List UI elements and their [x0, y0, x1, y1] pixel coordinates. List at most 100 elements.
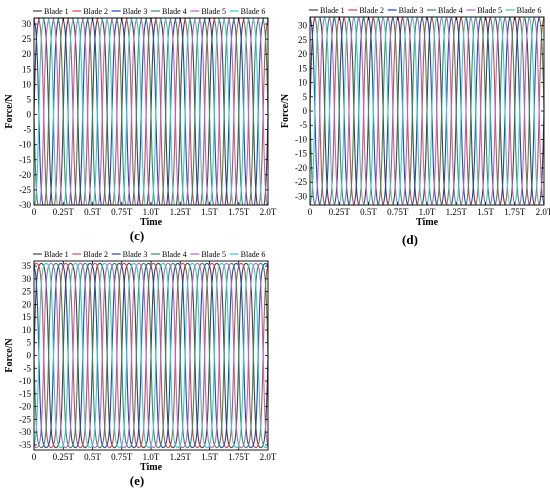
x-tick-label: 0.5T: [84, 207, 101, 217]
x-tick-label: 0.5T: [84, 452, 101, 462]
x-tick-label: 1.75T: [504, 207, 526, 217]
panel-caption: (e): [130, 473, 144, 488]
panel-caption: (c): [130, 228, 144, 243]
legend-label: Blade 5: [201, 250, 226, 259]
y-tick-label: 15: [22, 312, 32, 322]
legend-item: Blade 4: [151, 250, 187, 259]
legend-label: Blade 2: [83, 7, 108, 16]
x-tick-label: 0.25T: [329, 207, 351, 217]
x-axis-title: Time: [416, 217, 439, 228]
legend-label: Blade 5: [201, 7, 226, 16]
x-tick-label: 1.0T: [143, 207, 160, 217]
y-tick-label: 30: [22, 19, 32, 29]
series-line-blade-6: [33, 262, 269, 449]
x-tick-label: 1.75T: [228, 207, 250, 217]
legend-item: Blade 2: [72, 250, 108, 259]
y-tick-label: -5: [300, 120, 308, 130]
y-axis-title: Force/N: [4, 94, 15, 129]
y-tick-label: -10: [295, 134, 307, 144]
y-tick-label: 0: [27, 110, 32, 120]
legend-label: Blade 1: [44, 250, 69, 259]
legend-label: Blade 4: [162, 7, 187, 16]
x-tick-label: 1.5T: [477, 207, 494, 217]
legend-item: Blade 3: [387, 6, 424, 15]
x-tick-label: 0.25T: [53, 452, 75, 462]
y-tick-label: -5: [24, 363, 32, 373]
legend-label: Blade 3: [123, 7, 148, 16]
y-tick-label: -20: [19, 402, 31, 412]
x-tick-label: 1.75T: [228, 452, 250, 462]
x-tick-label: 1.0T: [143, 452, 160, 462]
y-tick-label: -35: [19, 440, 31, 450]
legend-label: Blade 6: [241, 7, 266, 16]
legend-label: Blade 6: [517, 6, 542, 15]
x-tick-label: 0: [308, 207, 313, 217]
y-axis-title: Force/N: [4, 338, 15, 373]
legend-item: Blade 6: [229, 7, 266, 16]
y-tick-label: 20: [22, 299, 32, 309]
legend-item: Blade 4: [151, 7, 187, 16]
legend-label: Blade 2: [83, 250, 108, 259]
y-tick-label: 20: [298, 49, 308, 59]
y-tick-label: 15: [22, 64, 32, 74]
legend-label: Blade 6: [241, 250, 266, 259]
legend-item: Blade 5: [466, 6, 502, 15]
x-tick-label: 1.5T: [201, 452, 218, 462]
y-tick-label: -25: [19, 414, 31, 424]
legend-label: Blade 5: [477, 6, 502, 15]
y-tick-label: -30: [19, 427, 31, 437]
legend-label: Blade 4: [162, 250, 187, 259]
y-tick-label: -25: [295, 177, 307, 187]
y-tick-label: 0: [27, 351, 32, 361]
legend-item: Blade 6: [229, 250, 266, 259]
y-tick-label: 10: [298, 78, 308, 88]
x-axis-title: Time: [140, 462, 163, 473]
legend-label: Blade 1: [320, 6, 345, 15]
y-tick-label: 25: [298, 35, 308, 45]
y-tick-label: -15: [19, 389, 31, 399]
y-tick-label: 35: [22, 261, 32, 271]
y-tick-label: -25: [19, 185, 31, 195]
y-tick-label: -10: [19, 140, 31, 150]
y-tick-label: -20: [19, 170, 31, 180]
legend-label: Blade 3: [123, 250, 148, 259]
y-tick-label: -15: [19, 155, 31, 165]
legend-label: Blade 4: [438, 6, 463, 15]
x-tick-label: 0.75T: [387, 207, 409, 217]
panel-caption: (d): [402, 232, 418, 247]
y-tick-label: -30: [19, 200, 31, 210]
legend-label: Blade 3: [399, 6, 424, 15]
x-tick-label: 0.5T: [360, 207, 377, 217]
y-tick-label: 30: [298, 21, 308, 31]
legend-label: Blade 1: [44, 7, 69, 16]
x-tick-label: 0: [32, 207, 37, 217]
x-tick-label: 0: [32, 452, 37, 462]
y-tick-label: 10: [22, 79, 32, 89]
x-tick-label: 2.0T: [260, 207, 277, 217]
legend-item: Blade 2: [348, 6, 384, 15]
x-tick-label: 1.25T: [170, 452, 192, 462]
legend-item: Blade 1: [309, 6, 345, 15]
y-tick-label: -10: [19, 376, 31, 386]
y-tick-label: 25: [22, 287, 32, 297]
x-tick-label: 2.0T: [536, 207, 550, 217]
legend-label: Blade 2: [359, 6, 384, 15]
x-tick-label: 0.25T: [53, 207, 75, 217]
legend-item: Blade 5: [190, 250, 226, 259]
x-tick-label: 1.25T: [446, 207, 468, 217]
legend-item: Blade 1: [33, 7, 69, 16]
legend-item: Blade 6: [505, 6, 542, 15]
y-tick-label: -20: [295, 163, 307, 173]
y-tick-label: 10: [22, 325, 32, 335]
legend-item: Blade 4: [427, 6, 463, 15]
x-tick-label: 1.5T: [201, 207, 218, 217]
y-tick-label: 5: [27, 94, 32, 104]
x-axis-title: Time: [140, 217, 163, 228]
legend-item: Blade 3: [111, 7, 148, 16]
y-tick-label: -30: [295, 191, 307, 201]
y-axis-title: Force/N: [280, 93, 291, 128]
